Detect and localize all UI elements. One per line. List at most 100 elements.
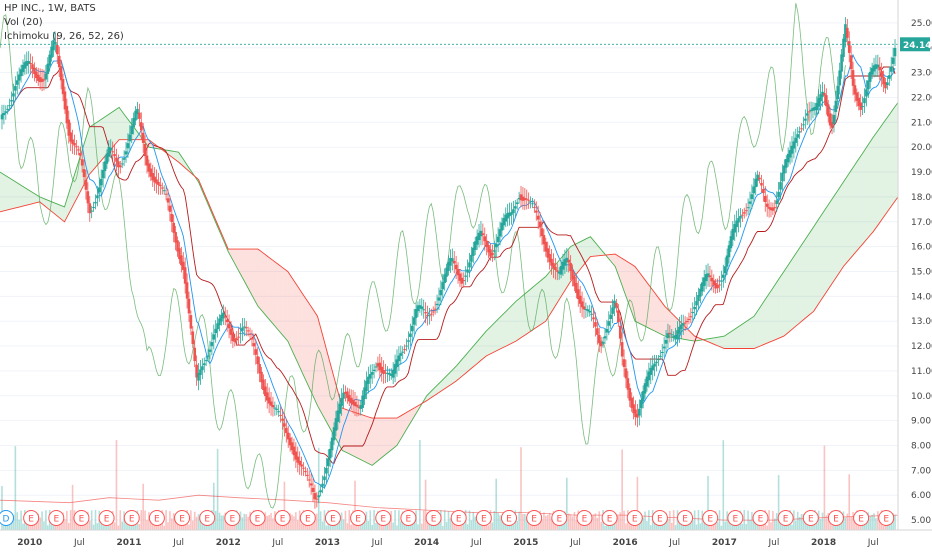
volume-bar bbox=[167, 522, 169, 530]
volume-bar bbox=[670, 522, 673, 530]
volume-bar bbox=[846, 513, 849, 530]
volume-bar bbox=[338, 515, 341, 530]
candle-body bbox=[382, 370, 385, 374]
candle-body bbox=[744, 210, 748, 212]
volume-bar bbox=[607, 522, 610, 530]
volume-bar bbox=[546, 515, 549, 530]
candle-body bbox=[397, 355, 401, 362]
candle-body bbox=[227, 323, 231, 329]
candle-body bbox=[639, 399, 643, 409]
candle-body bbox=[233, 338, 237, 342]
volume-bar bbox=[466, 524, 469, 530]
candle-body bbox=[359, 405, 363, 409]
candle-body bbox=[821, 91, 824, 97]
volume-bar bbox=[251, 520, 253, 530]
cloud-segment-bullish bbox=[24, 187, 30, 206]
cloud-segment-bullish bbox=[739, 322, 745, 349]
candle-body bbox=[859, 102, 862, 110]
earnings-marker-badge bbox=[148, 510, 165, 526]
candle-body bbox=[807, 111, 811, 113]
candle-body bbox=[538, 221, 542, 228]
cloud-segment-bearish bbox=[292, 278, 298, 363]
candle-body bbox=[273, 407, 277, 409]
candle-body bbox=[586, 309, 590, 312]
candle-body bbox=[781, 172, 784, 182]
candle-body bbox=[294, 451, 298, 460]
candle-body bbox=[12, 93, 15, 97]
candle-body bbox=[407, 340, 410, 342]
candle-body bbox=[113, 154, 116, 157]
cloud-segment-bullish bbox=[873, 130, 879, 232]
volume-bar bbox=[775, 512, 778, 530]
volume-bar bbox=[222, 515, 225, 530]
candle-body bbox=[777, 191, 780, 198]
candle-body bbox=[244, 327, 248, 329]
earnings-marker-label: E bbox=[758, 515, 764, 525]
volume-bar bbox=[604, 525, 606, 530]
candle-body bbox=[212, 334, 216, 340]
candle-body bbox=[502, 218, 506, 226]
candle-body bbox=[697, 295, 700, 302]
volume-bar bbox=[529, 520, 532, 530]
candle-body bbox=[493, 250, 496, 252]
candle-body bbox=[746, 207, 750, 209]
candle-body bbox=[546, 248, 550, 258]
candle-body bbox=[613, 300, 616, 309]
candle-body bbox=[477, 232, 481, 241]
volume-bar bbox=[848, 474, 851, 530]
price-tick-label: 13.00 bbox=[911, 317, 932, 327]
candle-body bbox=[576, 289, 580, 300]
volume-bar bbox=[875, 518, 877, 530]
candle-body bbox=[733, 224, 737, 233]
volume-bar bbox=[218, 512, 221, 530]
candle-body bbox=[139, 122, 143, 131]
volume-bar bbox=[598, 511, 601, 530]
volume-bar bbox=[123, 511, 125, 530]
candle-body bbox=[763, 195, 767, 203]
volume-bar bbox=[825, 515, 828, 530]
volume-bar bbox=[67, 522, 70, 530]
conversion-line bbox=[1, 53, 896, 489]
candle-body bbox=[98, 187, 101, 193]
volume-bar bbox=[115, 440, 118, 530]
ichimoku-legend[interactable]: Ichimoku (9, 26, 52, 26) bbox=[4, 31, 124, 42]
volume-bar bbox=[501, 515, 503, 530]
candle-body bbox=[143, 143, 147, 157]
volume-bar bbox=[394, 510, 396, 530]
candle-body bbox=[124, 151, 128, 155]
symbol-legend[interactable]: HP INC., 1W, BATS bbox=[4, 3, 96, 14]
candle-body bbox=[374, 366, 378, 368]
volume-bar bbox=[12, 514, 15, 530]
cloud-segment-bearish bbox=[267, 256, 273, 324]
volume-legend[interactable]: Vol (20) bbox=[4, 17, 43, 28]
candle-body bbox=[449, 257, 452, 266]
cloud-segment-bearish bbox=[649, 286, 655, 332]
earnings-marker-label: E bbox=[733, 515, 739, 525]
candle-body bbox=[884, 82, 887, 89]
price-tick-label: 11.00 bbox=[911, 367, 932, 377]
time-tick-label: Jul bbox=[371, 538, 383, 548]
earnings-marker-label: E bbox=[154, 515, 160, 525]
candle-body bbox=[17, 74, 21, 81]
volume-bar bbox=[289, 513, 291, 530]
volume-bar bbox=[827, 512, 830, 530]
earnings-marker-badge bbox=[224, 510, 241, 526]
candle-body bbox=[35, 71, 38, 79]
candle-body bbox=[678, 326, 681, 334]
candle-body bbox=[534, 210, 538, 213]
candle-body bbox=[712, 280, 716, 286]
candle-body bbox=[391, 370, 395, 378]
volume-bar bbox=[596, 517, 599, 530]
candle-body bbox=[599, 341, 603, 347]
candle-body bbox=[672, 336, 675, 338]
candle-body bbox=[275, 408, 279, 410]
candle-body bbox=[264, 386, 267, 397]
candle-body bbox=[592, 317, 595, 320]
volume-bar bbox=[533, 524, 536, 530]
candle-body bbox=[550, 258, 553, 266]
time-tick-label: 2012 bbox=[216, 538, 241, 548]
candle-body bbox=[481, 233, 485, 236]
candle-body bbox=[130, 126, 134, 135]
